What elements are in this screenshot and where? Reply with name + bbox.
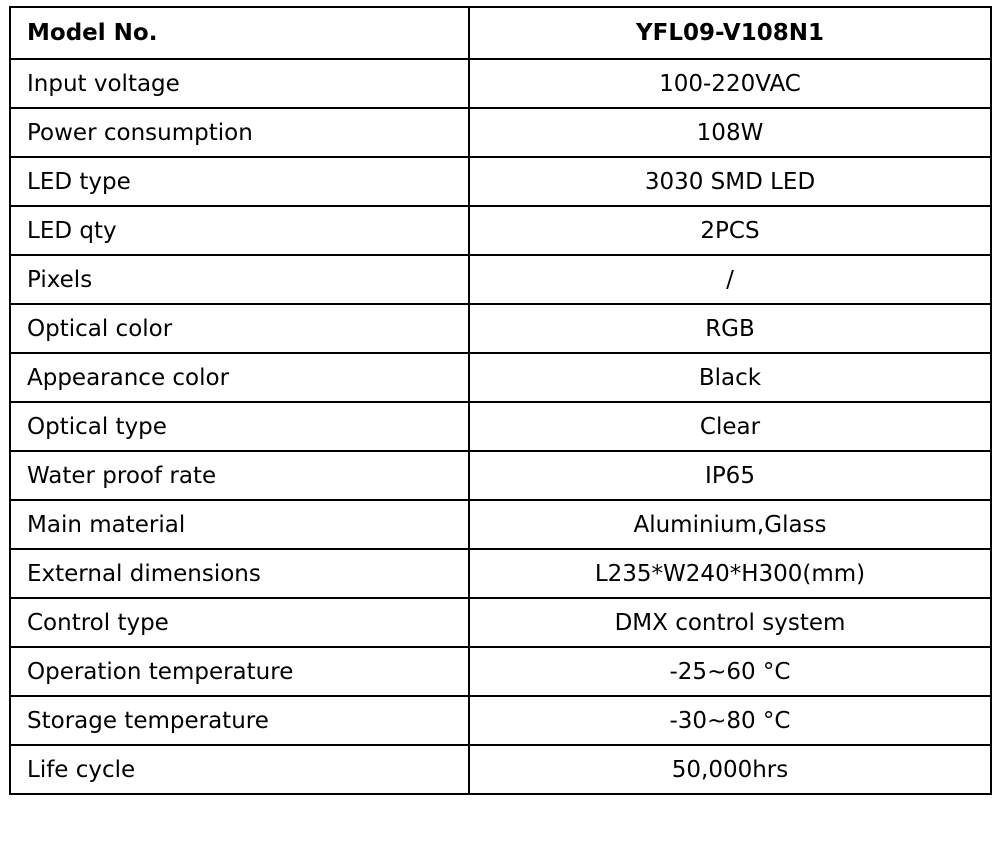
spec-row: Water proof rate IP65 — [9, 450, 992, 501]
spec-value: Aluminium,Glass — [468, 499, 992, 550]
spec-row: Appearance color Black — [9, 352, 992, 403]
spec-label: Power consumption — [9, 107, 470, 158]
spec-label: Storage temperature — [9, 695, 470, 746]
spec-value: 2PCS — [468, 205, 992, 256]
spec-value: -25~60 °C — [468, 646, 992, 697]
header-cell: Model No. — [9, 6, 470, 60]
spec-value: 3030 SMD LED — [468, 156, 992, 207]
table-body: Model No. YFL09-V108N1 Input voltage 100-… — [9, 6, 992, 795]
spec-row: Operation temperature -25~60 °C — [9, 646, 992, 697]
spec-row: Pixels / — [9, 254, 992, 305]
spec-value: 50,000hrs — [468, 744, 992, 795]
spec-value: 108W — [468, 107, 992, 158]
spec-value: L235*W240*H300(mm) — [468, 548, 992, 599]
spec-label: Optical color — [9, 303, 470, 354]
spec-label: LED type — [9, 156, 470, 207]
spec-value: 100-220VAC — [468, 58, 992, 109]
header-row: Model No. YFL09-V108N1 — [9, 6, 992, 60]
spec-row: LED type 3030 SMD LED — [9, 156, 992, 207]
spec-row: Power consumption 108W — [9, 107, 992, 158]
spec-value: / — [468, 254, 992, 305]
spec-row: Life cycle 50,000hrs — [9, 744, 992, 795]
spec-table: Model No. YFL09-V108N1 Input voltage 100-… — [9, 6, 992, 795]
spec-value: Black — [468, 352, 992, 403]
spec-label: Optical type — [9, 401, 470, 452]
spec-label: Main material — [9, 499, 470, 550]
spec-row: Input voltage 100-220VAC — [9, 58, 992, 109]
header-cell: YFL09-V108N1 — [468, 6, 992, 60]
spec-value: -30~80 °C — [468, 695, 992, 746]
spec-label: Input voltage — [9, 58, 470, 109]
spec-row: Optical type Clear — [9, 401, 992, 452]
spec-row: LED qty 2PCS — [9, 205, 992, 256]
spec-row: Main material Aluminium,Glass — [9, 499, 992, 550]
spec-label: Appearance color — [9, 352, 470, 403]
spec-value: IP65 — [468, 450, 992, 501]
spec-label: Life cycle — [9, 744, 470, 795]
spec-row: Storage temperature -30~80 °C — [9, 695, 992, 746]
spec-row: Control type DMX control system — [9, 597, 992, 648]
spec-label: Water proof rate — [9, 450, 470, 501]
spec-value: DMX control system — [468, 597, 992, 648]
spec-row: Optical color RGB — [9, 303, 992, 354]
spec-label: External dimensions — [9, 548, 470, 599]
spec-label: Control type — [9, 597, 470, 648]
spec-label: Pixels — [9, 254, 470, 305]
spec-value: Clear — [468, 401, 992, 452]
spec-label: Operation temperature — [9, 646, 470, 697]
spec-row: External dimensions L235*W240*H300(mm) — [9, 548, 992, 599]
spec-value: RGB — [468, 303, 992, 354]
spec-label: LED qty — [9, 205, 470, 256]
